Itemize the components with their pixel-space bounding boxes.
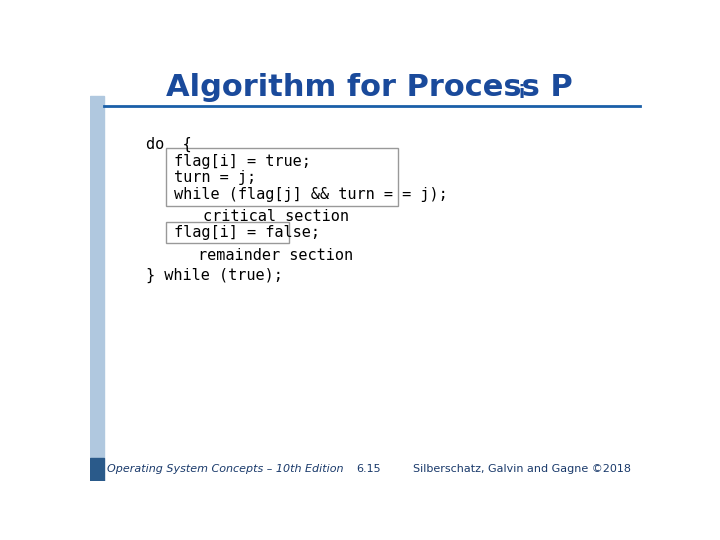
Text: } while (true);: } while (true); bbox=[145, 267, 283, 282]
Text: Operating System Concepts – 10th Edition: Operating System Concepts – 10th Edition bbox=[107, 464, 343, 475]
Text: remainder section: remainder section bbox=[199, 248, 354, 264]
Text: flag[i] = true;: flag[i] = true; bbox=[174, 153, 310, 168]
Text: i: i bbox=[518, 84, 525, 102]
Text: flag[i] = false;: flag[i] = false; bbox=[174, 225, 320, 240]
Text: critical section: critical section bbox=[203, 209, 349, 224]
Bar bbox=[90, 457, 104, 481]
Text: turn = j;: turn = j; bbox=[174, 171, 256, 186]
FancyBboxPatch shape bbox=[166, 148, 397, 206]
Text: do  {: do { bbox=[145, 137, 192, 152]
Text: while (flag[j] && turn = = j);: while (flag[j] && turn = = j); bbox=[174, 187, 447, 202]
Text: Silberschatz, Galvin and Gagne ©2018: Silberschatz, Galvin and Gagne ©2018 bbox=[413, 464, 631, 475]
FancyBboxPatch shape bbox=[166, 222, 289, 244]
Text: 6.15: 6.15 bbox=[356, 464, 382, 475]
Text: Algorithm for Process P: Algorithm for Process P bbox=[166, 73, 572, 103]
Bar bbox=[90, 96, 104, 457]
